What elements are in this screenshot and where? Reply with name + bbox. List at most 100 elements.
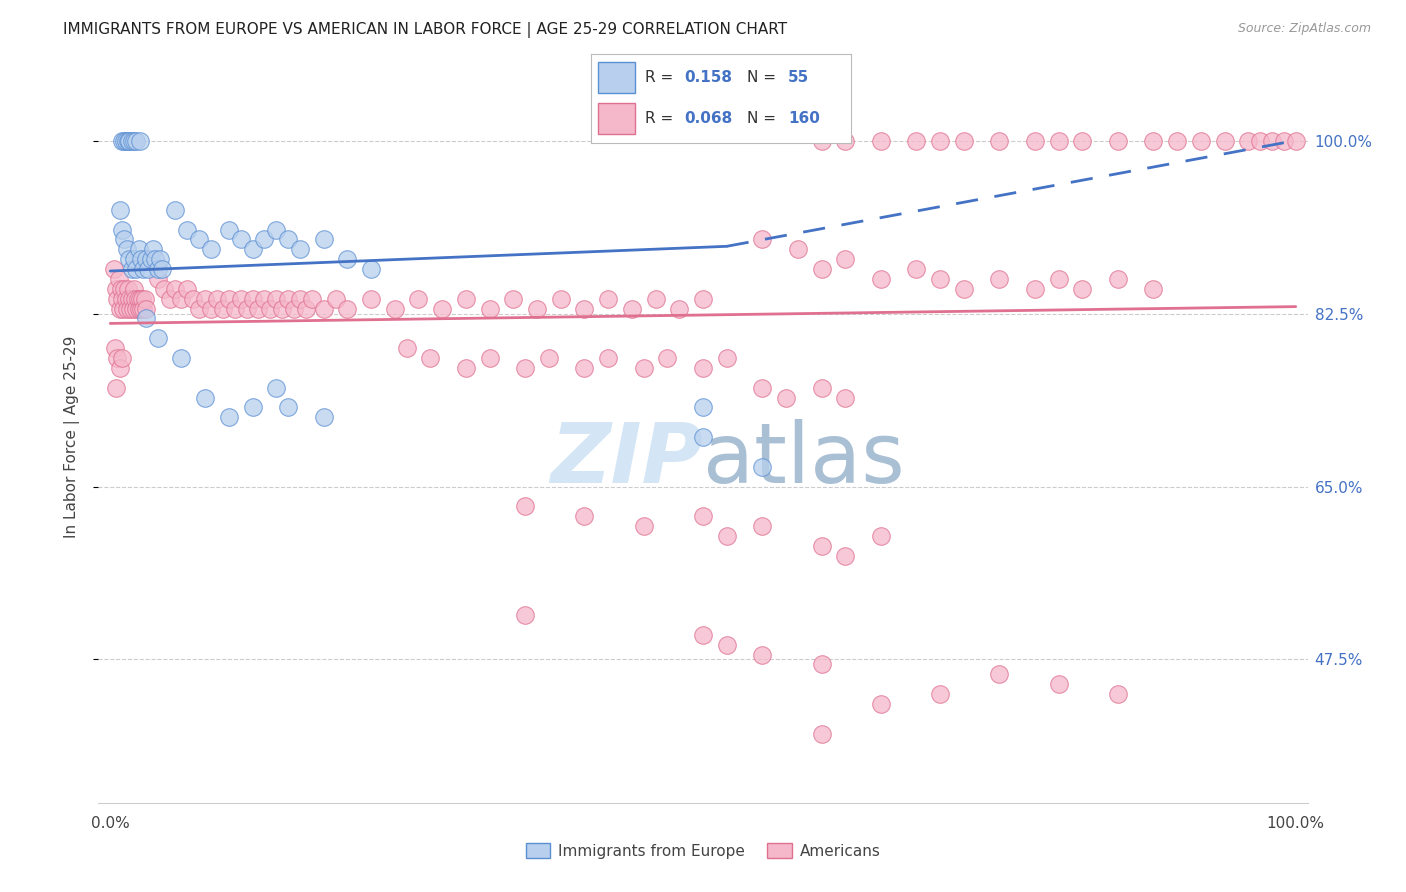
Point <box>478 301 501 316</box>
Point <box>692 430 714 444</box>
Point <box>242 242 264 256</box>
Point <box>668 301 690 316</box>
Point <box>988 667 1011 681</box>
Point <box>384 301 406 316</box>
Point <box>1024 134 1046 148</box>
Point <box>454 292 477 306</box>
Point <box>108 360 131 375</box>
Point <box>408 292 430 306</box>
Point <box>115 301 138 316</box>
Point <box>633 360 655 375</box>
Point <box>194 292 217 306</box>
Point <box>277 401 299 415</box>
Point <box>336 301 359 316</box>
Point <box>834 252 856 267</box>
Point <box>142 242 165 256</box>
Point <box>253 292 276 306</box>
Point <box>869 134 891 148</box>
Point <box>1071 282 1094 296</box>
Point <box>574 360 596 375</box>
Point <box>1261 134 1284 148</box>
Point <box>550 292 572 306</box>
Point <box>360 292 382 306</box>
Point <box>170 351 193 365</box>
Point <box>515 607 537 622</box>
Point <box>114 134 136 148</box>
Point <box>253 232 276 246</box>
Point <box>128 301 150 316</box>
Text: R =: R = <box>645 70 673 85</box>
Point <box>644 292 666 306</box>
Point <box>181 292 204 306</box>
Point <box>810 539 832 553</box>
Point <box>834 134 856 148</box>
Point <box>135 311 157 326</box>
Point <box>929 272 952 286</box>
Point <box>1213 134 1236 148</box>
Point <box>129 292 152 306</box>
Point <box>929 687 952 701</box>
Point <box>692 401 714 415</box>
Point <box>810 134 832 148</box>
Point <box>229 292 252 306</box>
Point <box>146 262 169 277</box>
Point <box>1047 134 1070 148</box>
Legend: Immigrants from Europe, Americans: Immigrants from Europe, Americans <box>519 837 887 864</box>
Point <box>218 292 240 306</box>
Text: 160: 160 <box>789 112 820 126</box>
Point <box>152 262 174 277</box>
Point <box>1107 272 1129 286</box>
Point <box>869 697 891 711</box>
Point <box>247 301 270 316</box>
Point <box>218 222 240 236</box>
Point <box>502 292 524 306</box>
Point <box>152 282 174 296</box>
Point <box>277 232 299 246</box>
Point <box>224 301 246 316</box>
Point <box>283 301 305 316</box>
Point <box>264 292 287 306</box>
Point <box>478 351 501 365</box>
Point <box>111 292 134 306</box>
Point <box>235 301 257 316</box>
Point <box>312 301 335 316</box>
Point <box>170 292 193 306</box>
Point <box>118 134 141 148</box>
Point <box>834 549 856 563</box>
Text: ZIP: ZIP <box>550 418 703 500</box>
Point <box>810 726 832 740</box>
FancyBboxPatch shape <box>599 62 634 93</box>
Point <box>212 301 235 316</box>
Point <box>194 391 217 405</box>
Point <box>574 301 596 316</box>
Point <box>716 351 738 365</box>
Point <box>515 360 537 375</box>
Point <box>312 232 335 246</box>
Point <box>432 301 454 316</box>
Point <box>129 301 152 316</box>
Point <box>988 272 1011 286</box>
Point <box>1189 134 1212 148</box>
Text: R =: R = <box>645 112 673 126</box>
Point <box>620 301 643 316</box>
Point <box>114 282 136 296</box>
Point <box>111 351 134 365</box>
Point <box>515 500 537 514</box>
Point <box>905 262 928 277</box>
Point <box>288 292 311 306</box>
Point <box>869 529 891 543</box>
FancyBboxPatch shape <box>599 103 634 134</box>
Point <box>929 134 952 148</box>
Point <box>132 262 155 277</box>
Point <box>537 351 560 365</box>
Point <box>165 282 187 296</box>
Point <box>751 381 773 395</box>
Point <box>200 301 222 316</box>
Point <box>125 301 148 316</box>
Point <box>118 292 141 306</box>
Point <box>395 341 418 355</box>
Point <box>288 242 311 256</box>
Point <box>1047 272 1070 286</box>
Point <box>657 351 679 365</box>
Point <box>115 242 138 256</box>
